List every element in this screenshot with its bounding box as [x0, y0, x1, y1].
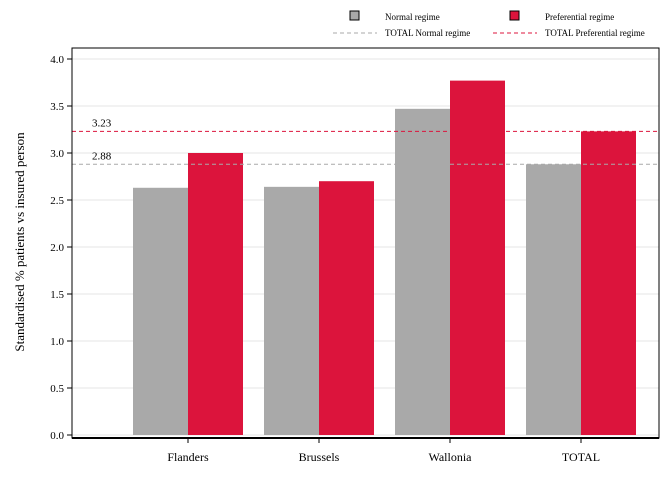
- bar-preferential-regime: [188, 153, 243, 435]
- bars: [133, 80, 636, 436]
- bar-normal-regime: [526, 164, 581, 435]
- y-tick-label: 2.0: [50, 242, 64, 254]
- x-tick-label: TOTAL: [562, 450, 600, 464]
- legend-label: Preferential regime: [545, 12, 614, 22]
- x-tick-label: Wallonia: [428, 450, 472, 464]
- y-axis-label: Standardised % patients vs insured perso…: [12, 132, 27, 352]
- legend-label: Normal regime: [385, 12, 440, 22]
- reference-line-label: 2.88: [92, 150, 112, 162]
- bar-normal-regime: [264, 186, 319, 435]
- y-tick-label: 3.5: [50, 101, 64, 113]
- legend-label: TOTAL Normal regime: [385, 28, 470, 38]
- bar-preferential-regime: [581, 131, 636, 435]
- legend-label: TOTAL Preferential regime: [545, 28, 645, 38]
- reference-line-label: 3.23: [92, 117, 112, 129]
- y-tick-label: 0.0: [50, 430, 64, 442]
- y-tick-label: 4.0: [50, 54, 64, 66]
- bar-preferential-regime: [319, 181, 374, 435]
- x-tick-label: Brussels: [299, 450, 340, 464]
- bar-normal-regime: [133, 187, 188, 435]
- y-tick-label: 0.5: [50, 383, 64, 395]
- y-tick-label: 1.0: [50, 336, 64, 348]
- axes: 0.0 0.5 1.0 1.5 2.0 2.5 3.0 3.5 4.0 Flanders Bruss…: [50, 47, 660, 464]
- y-tick-label: 2.5: [50, 195, 64, 207]
- legend-swatch: [349, 10, 360, 21]
- legend: Normal regime Preferential regime TOTAL No…: [333, 10, 645, 38]
- reference-lines: 2.88 3.23: [72, 117, 659, 165]
- x-tick-label: Flanders: [167, 450, 209, 464]
- y-tick-label: 3.0: [50, 148, 64, 160]
- legend-swatch: [509, 10, 520, 21]
- bar-normal-regime: [395, 108, 450, 435]
- bar-preferential-regime: [450, 80, 505, 436]
- y-tick-label: 1.5: [50, 289, 64, 301]
